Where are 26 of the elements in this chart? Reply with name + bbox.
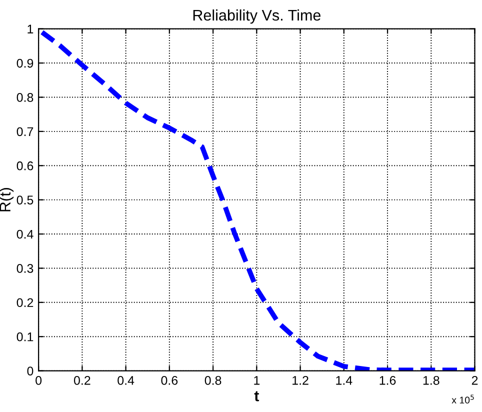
x-tick-label: 2 xyxy=(472,376,478,385)
y-tick-label: 0.7 xyxy=(16,127,34,136)
y-tick-label: 0.9 xyxy=(16,58,34,68)
x-tick-label: 0.8 xyxy=(204,376,222,385)
line-series xyxy=(40,30,475,371)
y-tick-label: 0.4 xyxy=(16,230,34,239)
y-tick-label: 0.1 xyxy=(16,332,34,342)
y-tick-label: 1 xyxy=(28,24,34,34)
x-tick-label: 0 xyxy=(36,376,42,385)
x-tick-label: 1.4 xyxy=(336,376,352,385)
x-tick-label: 0.2 xyxy=(74,376,90,385)
x-axis-title: t xyxy=(254,391,260,402)
y-tick-label: 0.8 xyxy=(16,93,34,102)
y-tick-label: 0.3 xyxy=(16,264,34,273)
x-tick-label: 1.8 xyxy=(423,376,440,385)
x-tick-label: 1 xyxy=(254,376,260,385)
text: x 10$^{5}$ xyxy=(452,394,474,404)
x-tick-label: 1.2 xyxy=(292,376,308,385)
x-tick-label: 0.6 xyxy=(161,376,178,385)
x-tick-label: 0.4 xyxy=(118,376,134,385)
y-tick-label: 0.5 xyxy=(16,196,34,204)
x-tick-label: 1.6 xyxy=(380,376,396,385)
chart-title: Reliability Vs. Time xyxy=(193,9,321,24)
y-tick-label: 0.2 xyxy=(16,298,34,308)
y-tick-label: 0.6 xyxy=(16,161,34,170)
y-tick-label: 0 xyxy=(27,366,34,376)
